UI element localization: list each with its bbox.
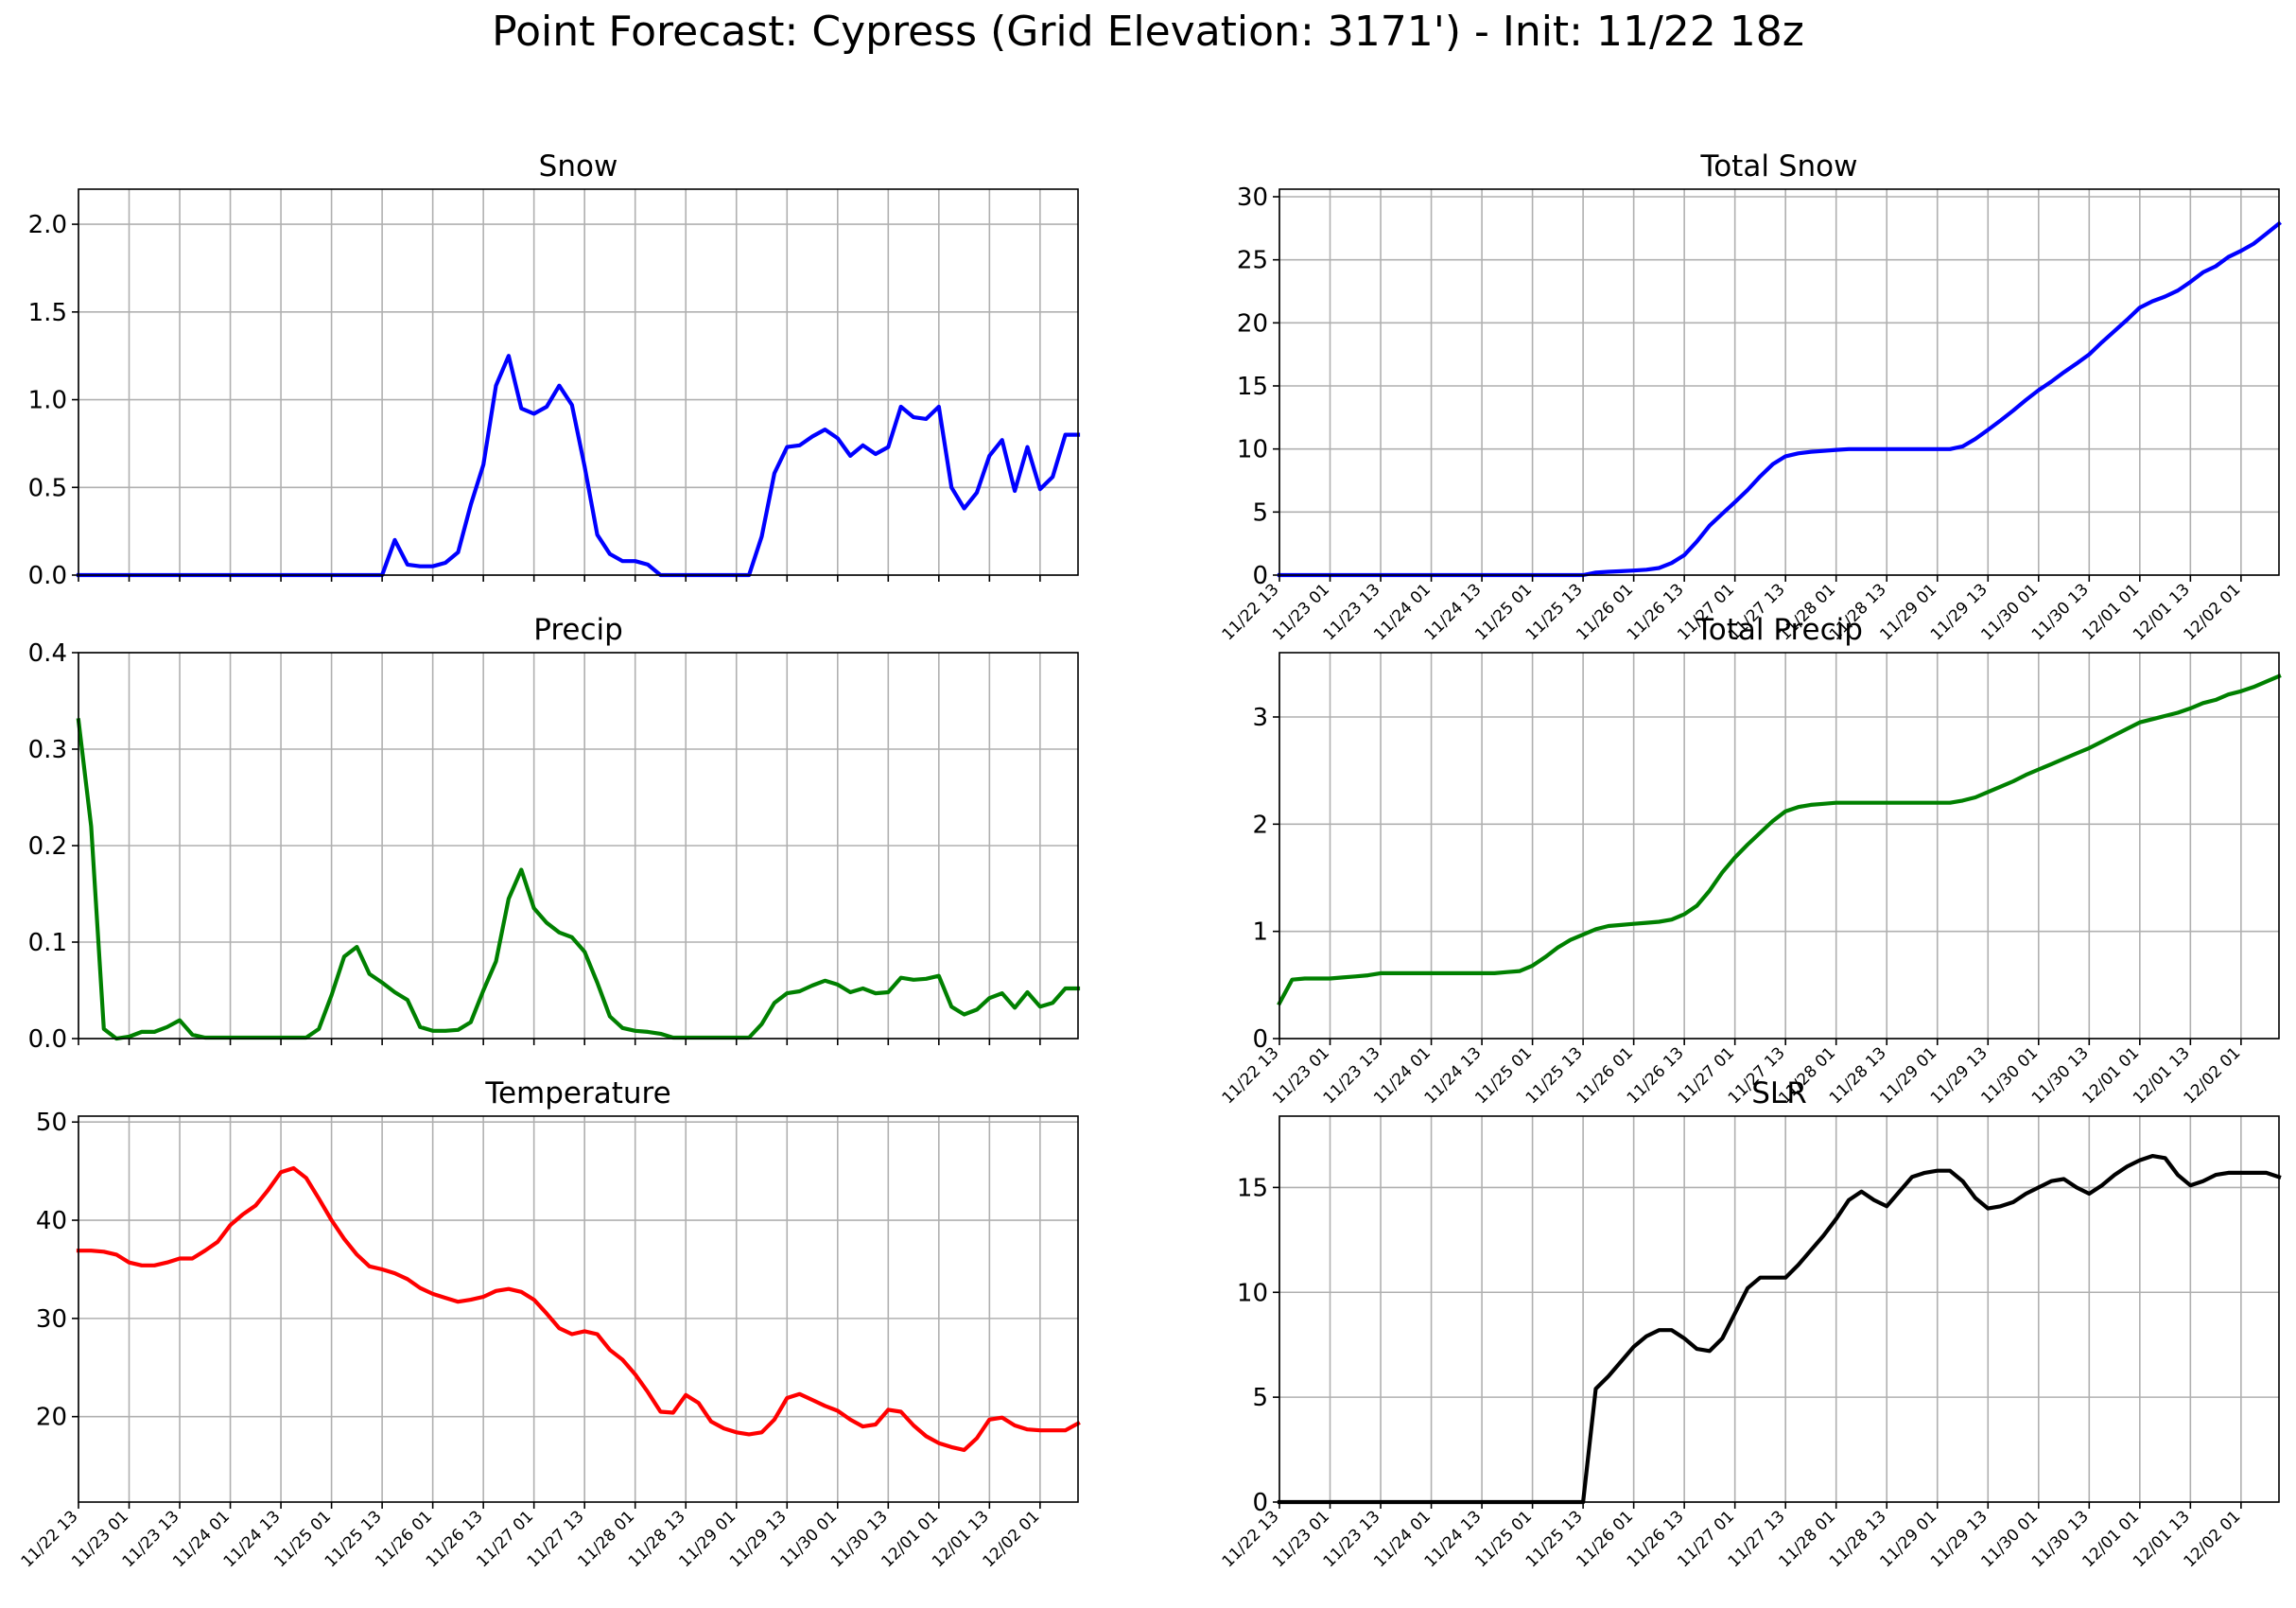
y-tick-label: 0 [1252,562,1268,590]
y-tick-label: 0 [1252,1025,1268,1054]
total-precip-series-line [1277,673,2282,1006]
total-precip-panel-title: Total Precip [1695,613,1863,647]
y-tick-label: 1.5 [28,299,67,327]
y-tick-label: 15 [1237,373,1268,401]
y-tick-label: 0.5 [28,474,67,502]
axes-frame [1278,1115,2280,1503]
snow-panel: 0.0 0.5 1.0 1.5 2.0 Snow [28,149,1081,590]
y-tick-label: 0.2 [28,832,67,861]
temperature-series-line [76,1165,1081,1453]
y-tick-label: 10 [1237,1279,1268,1307]
y-tick-label: 0.1 [28,929,67,957]
y-tick-label: 25 [1237,247,1268,275]
y-tick-label: 50 [36,1109,67,1137]
axes-frame [78,188,1079,576]
y-tick-label: 1 [1252,918,1268,947]
precip-series-line [76,718,1081,1041]
y-tick-label: 0.0 [28,562,67,590]
y-tick-label: 5 [1252,498,1268,527]
y-tick-label: 15 [1237,1174,1268,1202]
y-tick-label: 20 [36,1404,67,1432]
y-tick-label: 2.0 [28,211,67,239]
precip-panel-title: Precip [533,613,623,647]
y-tick-label: 1.0 [28,387,67,415]
y-tick-label: 0.3 [28,736,67,764]
y-tick-label: 30 [1237,184,1268,212]
y-tick-label: 0.4 [28,639,67,668]
y-tick-label: 3 [1252,704,1268,732]
y-tick-label: 40 [36,1207,67,1235]
y-tick-label: 0 [1252,1489,1268,1517]
y-tick-label: 30 [36,1305,67,1334]
y-tick-label: 0.0 [28,1025,67,1054]
total-snow-panel-title: Total Snow [1700,149,1858,184]
y-tick-label: 2 [1252,811,1268,839]
y-tick-label: 5 [1252,1384,1268,1412]
axes-frame [1278,652,2280,1040]
figure-title: Point Forecast: Cypress (Grid Elevation:… [492,8,1804,56]
y-tick-label: 10 [1237,436,1268,464]
temperature-panel-title: Temperature [484,1076,670,1110]
snow-panel-title: Snow [539,149,618,184]
precip-panel: 0.0 0.1 0.2 0.3 0.4 Precip [28,613,1081,1054]
y-tick-label: 20 [1237,309,1268,338]
axes-frame [1278,188,2280,576]
slr-panel-title: SLR [1751,1076,1807,1110]
axes-frame [78,1115,1079,1503]
